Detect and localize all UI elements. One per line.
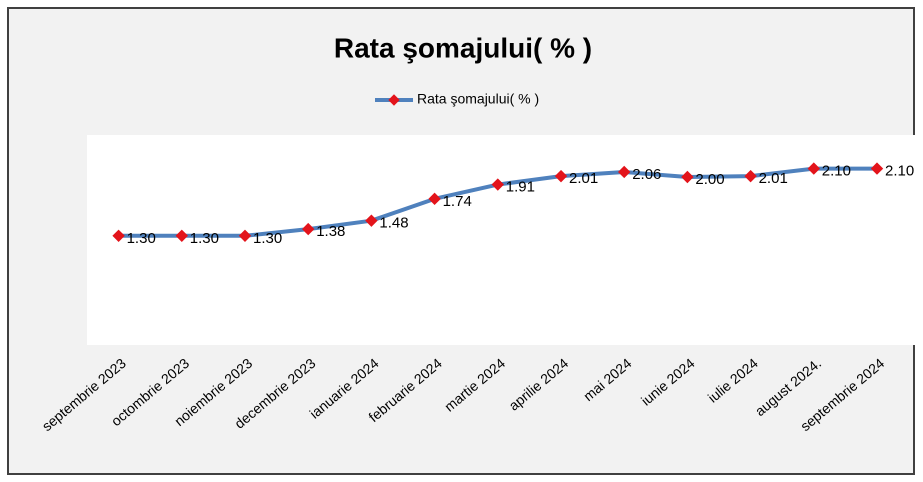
data-marker xyxy=(175,229,189,243)
data-marker xyxy=(112,229,125,243)
data-label: 1.91 xyxy=(506,179,535,196)
data-label: 1.30 xyxy=(190,230,219,247)
plot-area xyxy=(87,135,920,345)
data-marker xyxy=(617,165,631,179)
data-label: 2.00 xyxy=(695,171,724,188)
data-marker xyxy=(870,162,884,175)
data-marker xyxy=(301,222,315,236)
legend-label: Rata şomajului( % ) xyxy=(417,91,539,107)
data-label: 1.30 xyxy=(253,230,282,247)
chart-title: Rata şomajului( % ) xyxy=(334,32,592,63)
data-marker xyxy=(554,169,568,183)
data-label: 1.38 xyxy=(316,223,345,240)
data-marker xyxy=(681,170,694,184)
data-marker xyxy=(238,229,252,243)
legend-marker xyxy=(388,94,400,106)
data-marker xyxy=(428,192,441,206)
data-label: 2.10 xyxy=(822,163,851,180)
data-marker xyxy=(744,169,757,183)
data-marker xyxy=(491,178,505,191)
data-label: 2.06 xyxy=(632,166,661,183)
data-label: 2.01 xyxy=(569,170,598,187)
data-label: 1.74 xyxy=(443,193,472,210)
data-label: 2.01 xyxy=(759,170,788,187)
data-marker xyxy=(807,162,821,175)
data-marker xyxy=(365,214,378,227)
data-label: 2.10 xyxy=(885,163,914,180)
data-label: 1.48 xyxy=(379,215,408,232)
data-label: 1.30 xyxy=(127,230,156,247)
